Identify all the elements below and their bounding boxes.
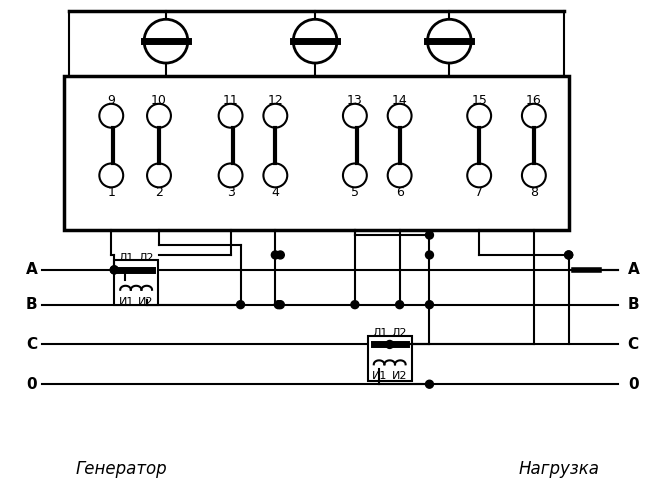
Circle shape: [263, 163, 287, 187]
Text: 0: 0: [26, 377, 37, 392]
Circle shape: [351, 301, 359, 308]
Circle shape: [111, 266, 118, 274]
Circle shape: [565, 251, 573, 259]
Text: 0: 0: [628, 377, 639, 392]
Text: 4: 4: [271, 186, 279, 199]
Bar: [115, 260, 158, 305]
Circle shape: [271, 251, 279, 259]
Circle shape: [276, 251, 284, 259]
Circle shape: [274, 301, 282, 308]
Text: Л1: Л1: [119, 253, 134, 263]
Bar: [368, 337, 411, 381]
Text: A: A: [26, 262, 38, 277]
Circle shape: [237, 301, 245, 308]
Text: 9: 9: [107, 94, 115, 107]
Text: 3: 3: [226, 186, 234, 199]
Circle shape: [386, 340, 394, 348]
Circle shape: [427, 19, 471, 63]
Circle shape: [565, 251, 573, 259]
Text: 10: 10: [151, 94, 167, 107]
Circle shape: [276, 301, 284, 308]
Circle shape: [99, 104, 123, 127]
Text: 15: 15: [471, 94, 487, 107]
Text: B: B: [26, 297, 38, 312]
Text: 8: 8: [530, 186, 538, 199]
Circle shape: [522, 104, 546, 127]
Text: Генератор: Генератор: [76, 460, 167, 478]
Circle shape: [396, 301, 403, 308]
Text: Л2: Л2: [138, 253, 154, 263]
Circle shape: [388, 163, 411, 187]
Circle shape: [99, 163, 123, 187]
Circle shape: [343, 163, 366, 187]
Circle shape: [522, 163, 546, 187]
Text: 14: 14: [392, 94, 407, 107]
Text: B: B: [628, 297, 639, 312]
Text: И2: И2: [138, 297, 154, 307]
Circle shape: [218, 163, 243, 187]
Circle shape: [388, 104, 411, 127]
Text: И2: И2: [392, 371, 407, 381]
Circle shape: [425, 380, 433, 388]
Circle shape: [467, 104, 491, 127]
Text: C: C: [628, 337, 639, 352]
Text: 12: 12: [267, 94, 283, 107]
Circle shape: [111, 266, 118, 274]
Text: Л2: Л2: [392, 328, 407, 338]
Text: C: C: [26, 337, 38, 352]
Text: 13: 13: [347, 94, 362, 107]
Circle shape: [144, 19, 188, 63]
Circle shape: [425, 231, 433, 239]
Bar: [64, 76, 569, 230]
Text: Л1: Л1: [372, 328, 387, 338]
Text: A: A: [627, 262, 639, 277]
Circle shape: [218, 104, 243, 127]
Text: И1: И1: [119, 297, 134, 307]
Circle shape: [343, 104, 366, 127]
Text: 7: 7: [475, 186, 483, 199]
Circle shape: [147, 163, 171, 187]
Text: 11: 11: [222, 94, 239, 107]
Text: Нагрузка: Нагрузка: [518, 460, 599, 478]
Circle shape: [293, 19, 337, 63]
Circle shape: [425, 301, 433, 308]
Text: 6: 6: [396, 186, 403, 199]
Circle shape: [147, 104, 171, 127]
Circle shape: [425, 251, 433, 259]
Circle shape: [467, 163, 491, 187]
Text: 16: 16: [526, 94, 542, 107]
Text: И1: И1: [372, 371, 387, 381]
Text: 2: 2: [155, 186, 163, 199]
Text: 1: 1: [107, 186, 115, 199]
Text: 5: 5: [351, 186, 359, 199]
Circle shape: [263, 104, 287, 127]
